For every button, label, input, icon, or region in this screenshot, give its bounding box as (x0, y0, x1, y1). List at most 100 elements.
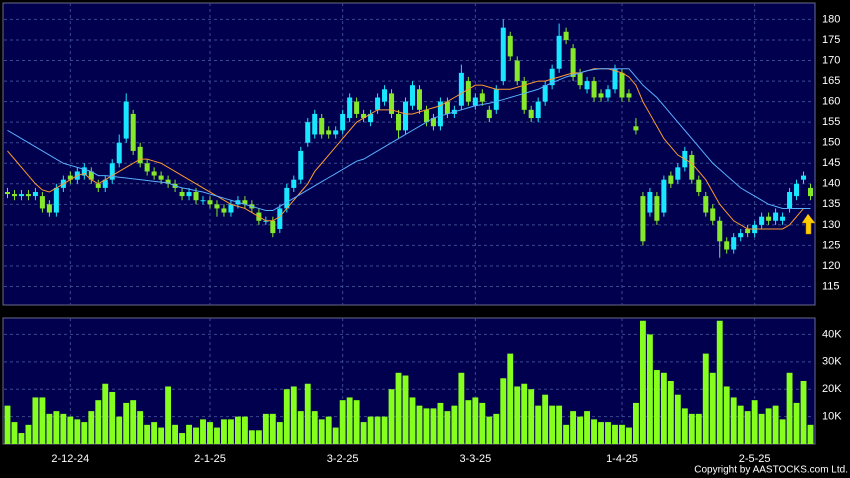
candle-body (214, 204, 220, 209)
candle-body (703, 196, 709, 213)
volume-bar (60, 413, 67, 444)
candle-body (787, 192, 793, 209)
volume-bar (667, 381, 674, 444)
volume-bar (165, 386, 172, 444)
candle-body (193, 192, 199, 201)
volume-bar (556, 405, 563, 444)
candle-body (333, 130, 339, 135)
volume-bar (388, 389, 395, 444)
candle-body (32, 192, 38, 197)
candle-body (319, 118, 325, 135)
x-tick-label: 1-4-25 (606, 453, 638, 465)
volume-bar (144, 424, 151, 444)
volume-bar (493, 413, 500, 444)
candle-body (368, 113, 374, 123)
volume-bar (793, 402, 800, 444)
candle-body (277, 208, 283, 229)
candle-body (528, 109, 534, 119)
candle-body (458, 72, 464, 106)
volume-bar (465, 400, 472, 444)
candle-body (766, 216, 772, 221)
volume-bar (570, 411, 577, 444)
candle-body (535, 101, 541, 119)
volume-bar (290, 386, 297, 444)
candle-body (382, 89, 388, 102)
volume-bar (374, 416, 381, 444)
volume-bar (269, 413, 276, 444)
candle-body (542, 85, 548, 102)
candle-body (270, 220, 276, 234)
candle-body (200, 200, 206, 202)
volume-bar (325, 416, 332, 444)
candle-body (11, 194, 17, 197)
volume-bar (255, 430, 262, 444)
volume-bar (353, 400, 360, 444)
volume-bar (46, 413, 53, 444)
volume-bar (514, 386, 521, 444)
candle-body (102, 179, 108, 188)
y-tick-label: 135 (822, 198, 840, 210)
volume-bar (723, 386, 730, 444)
plot-layer: 115 120 125 130 135 140 145 150 155 160 165 170 175 1… (4, 3, 842, 465)
volume-bar (744, 411, 751, 444)
candle-body (745, 228, 751, 234)
volume-bar (591, 419, 597, 444)
volume-bar (88, 411, 95, 444)
volume-bar (702, 353, 709, 444)
x-tick-label: 3-2-25 (327, 453, 359, 465)
candle-body (207, 200, 213, 205)
candle-body (437, 101, 443, 127)
candle-body (773, 212, 779, 221)
y-tick-label: 140 (822, 178, 840, 190)
y-tick-label: 130 (822, 219, 840, 231)
volume-bar (248, 430, 255, 444)
candle-body (305, 122, 311, 143)
y-tick-label: 165 (822, 75, 840, 87)
candle-body (39, 196, 45, 209)
candle-body (347, 97, 353, 119)
volume-bar (716, 320, 723, 444)
candle-body (444, 101, 450, 114)
candle-body (696, 179, 702, 193)
candle-body (612, 68, 618, 90)
candle-body (514, 60, 520, 82)
volume-bar (4, 405, 11, 444)
moving-average-line (7, 68, 811, 211)
candle-body (654, 196, 660, 221)
volume-bar (549, 405, 556, 444)
candle-body (242, 200, 248, 205)
candle-body (151, 171, 157, 176)
candle-body (165, 179, 171, 184)
volume-bar (32, 397, 39, 444)
candle-body (661, 179, 667, 213)
candle-body (493, 89, 499, 110)
volume-bar (137, 411, 144, 444)
candle-body (668, 175, 674, 184)
price-panel (2, 2, 816, 306)
volume-bar (542, 394, 549, 444)
candle-body (375, 97, 381, 110)
volume-bar (737, 405, 744, 444)
candle-body (116, 142, 122, 164)
volume-bar (772, 405, 779, 444)
candle-body (354, 101, 360, 114)
volume-bar (577, 416, 584, 444)
volume-bar (262, 413, 269, 444)
y-tick-label: 40K (822, 328, 842, 340)
volume-bar (688, 413, 695, 444)
volume-bar (612, 424, 618, 444)
volume-bar (605, 422, 611, 444)
y-tick-label: 160 (822, 96, 840, 108)
volume-bar (535, 405, 542, 444)
volume-bar (228, 419, 234, 444)
volume-bar (619, 424, 625, 444)
volume-bar (151, 422, 158, 444)
candle-body (605, 89, 611, 98)
volume-bar (402, 375, 409, 444)
candle-body (430, 118, 436, 127)
y-tick-label: 180 (822, 13, 840, 25)
candle-body (591, 81, 597, 98)
x-tick-label: 2-12-24 (51, 453, 89, 465)
volume-bar (395, 372, 402, 444)
candle-body (53, 187, 59, 213)
